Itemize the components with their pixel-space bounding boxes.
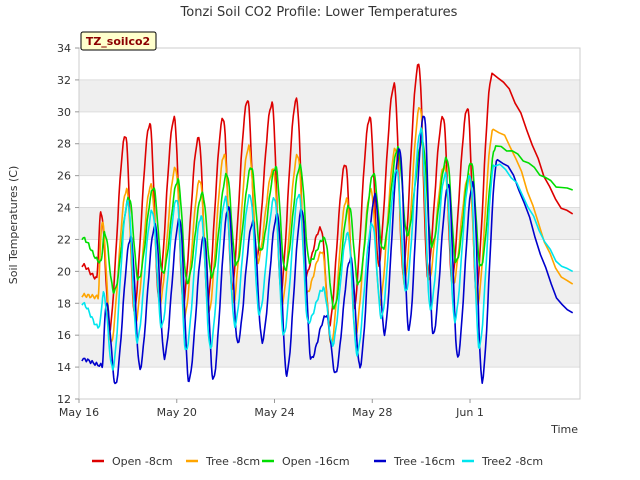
legend-entry: Tree2 -8cm <box>481 455 543 468</box>
y-axis-label: Soil Temperatures (C) <box>7 166 20 285</box>
annotation-badge-text: TZ_soilco2 <box>86 35 150 48</box>
x-tick-label: May 28 <box>352 406 392 419</box>
series-line <box>81 138 573 310</box>
x-axis-ticks: May 16 May 20 May 24 May 28 Jun 1 <box>59 399 484 419</box>
y-tick-label: 14 <box>57 361 71 374</box>
legend-entry: Tree -16cm <box>393 455 455 468</box>
y-tick-label: 34 <box>57 42 71 55</box>
y-tick-label: 28 <box>57 138 71 151</box>
series-layer <box>81 63 574 385</box>
y-tick-label: 24 <box>57 202 71 215</box>
y-tick-label: 26 <box>57 170 71 183</box>
x-tick-label: May 20 <box>157 406 197 419</box>
x-axis-label: Time <box>550 423 578 436</box>
legend-entry: Tree -8cm <box>205 455 260 468</box>
y-tick-label: 20 <box>57 265 71 278</box>
y-tick-label: 16 <box>57 329 71 342</box>
series-line <box>81 107 574 345</box>
x-tick-label: Jun 1 <box>455 406 484 419</box>
grid-band <box>79 79 580 112</box>
annotation-badge-box <box>80 31 157 51</box>
y-tick-label: 18 <box>57 297 71 310</box>
plot-frame <box>78 47 581 400</box>
legend-entry: Open -8cm <box>112 455 173 468</box>
annotation-badge: TZ_soilco2 <box>80 31 157 51</box>
grid-band <box>79 207 580 240</box>
y-tick-label: 12 <box>57 393 71 406</box>
legend: Open -8cm Tree -8cm Open -16cm Tree -16cm Tr… <box>92 455 543 468</box>
y-axis-ticks: 12 14 16 18 20 22 24 26 28 30 32 34 <box>57 42 79 406</box>
series-line <box>81 115 574 385</box>
y-tick-label: 30 <box>57 106 71 119</box>
y-tick-label: 22 <box>57 233 71 246</box>
series-line <box>81 127 574 371</box>
series-line <box>81 63 574 332</box>
legend-entry: Open -16cm <box>282 455 350 468</box>
x-tick-label: May 24 <box>254 406 294 419</box>
grid-bands <box>79 79 580 400</box>
y-tick-label: 32 <box>57 74 71 87</box>
chart-title: Tonzi Soil CO2 Profile: Lower Temperatur… <box>180 5 458 20</box>
x-tick-label: May 16 <box>59 406 99 419</box>
